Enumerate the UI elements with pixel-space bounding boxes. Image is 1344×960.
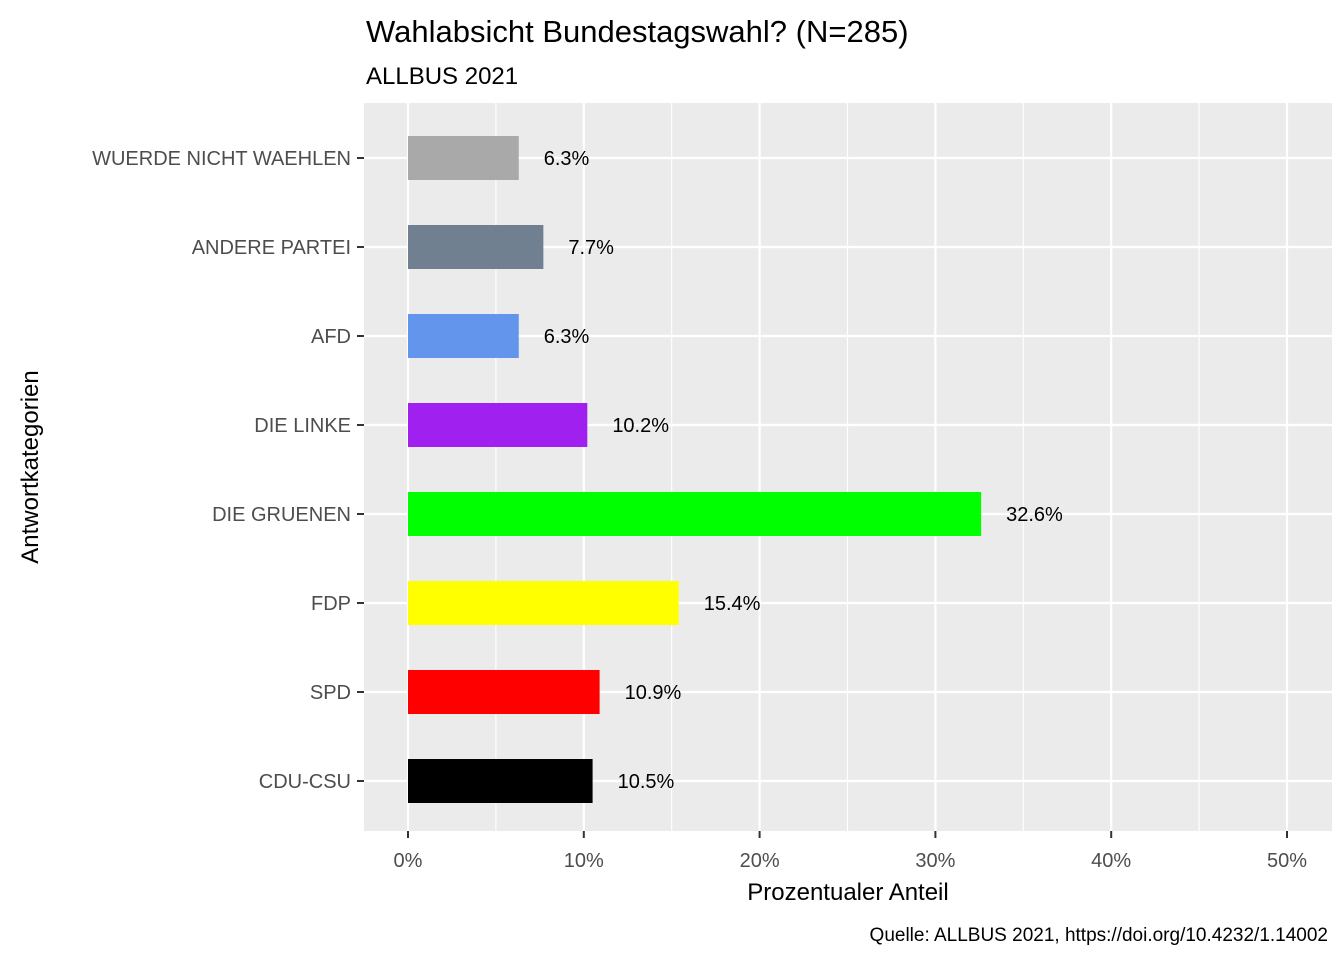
bar <box>408 225 544 269</box>
y-tick-label: SPD <box>310 682 351 704</box>
y-tick-label: DIE LINKE <box>254 415 351 437</box>
x-tick-label: 50% <box>1267 850 1307 872</box>
y-tick-label: DIE GRUENEN <box>212 504 351 526</box>
chart-subtitle: ALLBUS 2021 <box>366 63 518 90</box>
x-tick-label: 10% <box>564 850 604 872</box>
chart-title: Wahlabsicht Bundestagswahl? (N=285) <box>366 14 909 49</box>
x-axis-title: Prozentualer Anteil <box>747 879 948 906</box>
y-tick-label: FDP <box>311 593 351 615</box>
bar-value-label: 32.6% <box>1006 504 1063 526</box>
bar <box>408 759 593 803</box>
bar-value-label: 7.7% <box>568 237 614 259</box>
y-tick-label: ANDERE PARTEI <box>192 237 351 259</box>
bar-value-labels: 6.3% 7.7% 6.3% 10.2% 32.6% 15.4% 10.9% 10.5% <box>544 148 1063 793</box>
bar <box>408 581 679 625</box>
bar-value-label: 10.5% <box>618 771 675 793</box>
bar <box>408 403 588 447</box>
bar <box>408 492 982 536</box>
bar-value-label: 10.9% <box>625 682 682 704</box>
chart-caption: Quelle: ALLBUS 2021, https://doi.org/10.… <box>870 925 1328 946</box>
x-tick-label: 40% <box>1091 850 1131 872</box>
y-tick-label: CDU-CSU <box>259 771 351 793</box>
bar <box>408 314 519 358</box>
bar-value-label: 15.4% <box>704 593 761 615</box>
x-tick-label: 20% <box>740 850 780 872</box>
bar-value-label: 6.3% <box>544 326 590 348</box>
major-gridlines <box>364 103 1332 831</box>
bar-value-label: 6.3% <box>544 148 590 170</box>
bars <box>408 136 982 803</box>
bar-value-label: 10.2% <box>612 415 669 437</box>
x-tick-label: 0% <box>394 850 423 872</box>
y-axis-title: Antwortkategorien <box>17 370 44 563</box>
y-axis: WUERDE NICHT WAEHLEN ANDERE PARTEI AFD DIE … <box>92 148 364 793</box>
x-tick-label: 30% <box>915 850 955 872</box>
bar <box>408 670 600 714</box>
bar <box>408 136 519 180</box>
x-axis: 0% 10% 20% 30% 40% 50% <box>394 831 1307 872</box>
y-tick-label: AFD <box>311 326 351 348</box>
y-tick-label: WUERDE NICHT WAEHLEN <box>92 148 351 170</box>
